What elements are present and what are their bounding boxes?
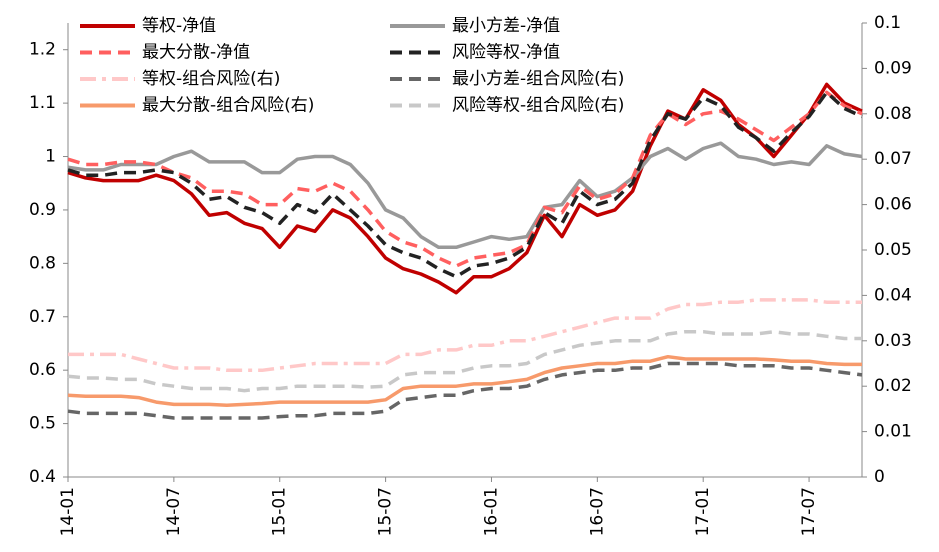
legend-label: 风险等权-组合风险(右) bbox=[452, 96, 624, 116]
y2-tick-label: 0.1 bbox=[874, 13, 901, 33]
series-line bbox=[68, 298, 862, 373]
y2-tick-label: 0.08 bbox=[874, 104, 912, 124]
x-tick-label: 17-07 bbox=[799, 487, 819, 536]
y-tick-label: 0.7 bbox=[29, 307, 56, 327]
x-tick-label: 17-01 bbox=[693, 487, 713, 536]
y-tick-label: 1 bbox=[45, 147, 56, 167]
y-tick-label: 0.6 bbox=[29, 360, 56, 380]
y-tick-label: 0.4 bbox=[29, 467, 56, 487]
series-line bbox=[67, 329, 862, 393]
y2-tick-label: 0.03 bbox=[874, 331, 912, 351]
series-line bbox=[67, 82, 863, 295]
legend-label: 风险等权-净值 bbox=[452, 43, 560, 63]
x-tick-label: 14-07 bbox=[164, 487, 184, 536]
y2-tick-label: 0.02 bbox=[874, 376, 912, 396]
x-tick-label: 16-07 bbox=[587, 487, 607, 536]
series-line bbox=[67, 354, 862, 408]
y2-tick-label: 0.09 bbox=[874, 58, 912, 78]
x-tick-label: 15-01 bbox=[270, 487, 290, 536]
y-tick-label: 0.9 bbox=[29, 200, 56, 220]
y-tick-label: 1.2 bbox=[29, 40, 56, 60]
y2-tick-label: 0.07 bbox=[874, 149, 912, 169]
legend-label: 等权-组合风险(右) bbox=[142, 69, 280, 89]
y2-tick-label: 0 bbox=[874, 467, 885, 487]
y2-tick-label: 0.06 bbox=[874, 195, 912, 215]
series-line bbox=[67, 90, 863, 279]
x-tick-label: 15-07 bbox=[376, 487, 396, 536]
legend-label: 最小方差-组合风险(右) bbox=[452, 69, 624, 89]
series-line bbox=[67, 361, 863, 420]
y2-tick-label: 0.01 bbox=[874, 422, 912, 442]
x-tick-label: 14-01 bbox=[58, 487, 78, 536]
y-tick-label: 0.8 bbox=[29, 253, 56, 273]
y2-tick-label: 0.05 bbox=[874, 240, 912, 260]
legend-label: 等权-净值 bbox=[142, 16, 216, 36]
x-tick-label: 16-01 bbox=[481, 487, 501, 536]
legend-label: 最大分散-净值 bbox=[142, 43, 250, 63]
y2-tick-label: 0.04 bbox=[874, 285, 912, 305]
series-line bbox=[67, 141, 863, 250]
y-tick-label: 0.5 bbox=[29, 414, 56, 434]
legend-label: 最大分散-组合风险(右) bbox=[142, 96, 314, 116]
y-tick-label: 1.1 bbox=[29, 93, 56, 113]
legend-label: 最小方差-净值 bbox=[452, 16, 560, 36]
